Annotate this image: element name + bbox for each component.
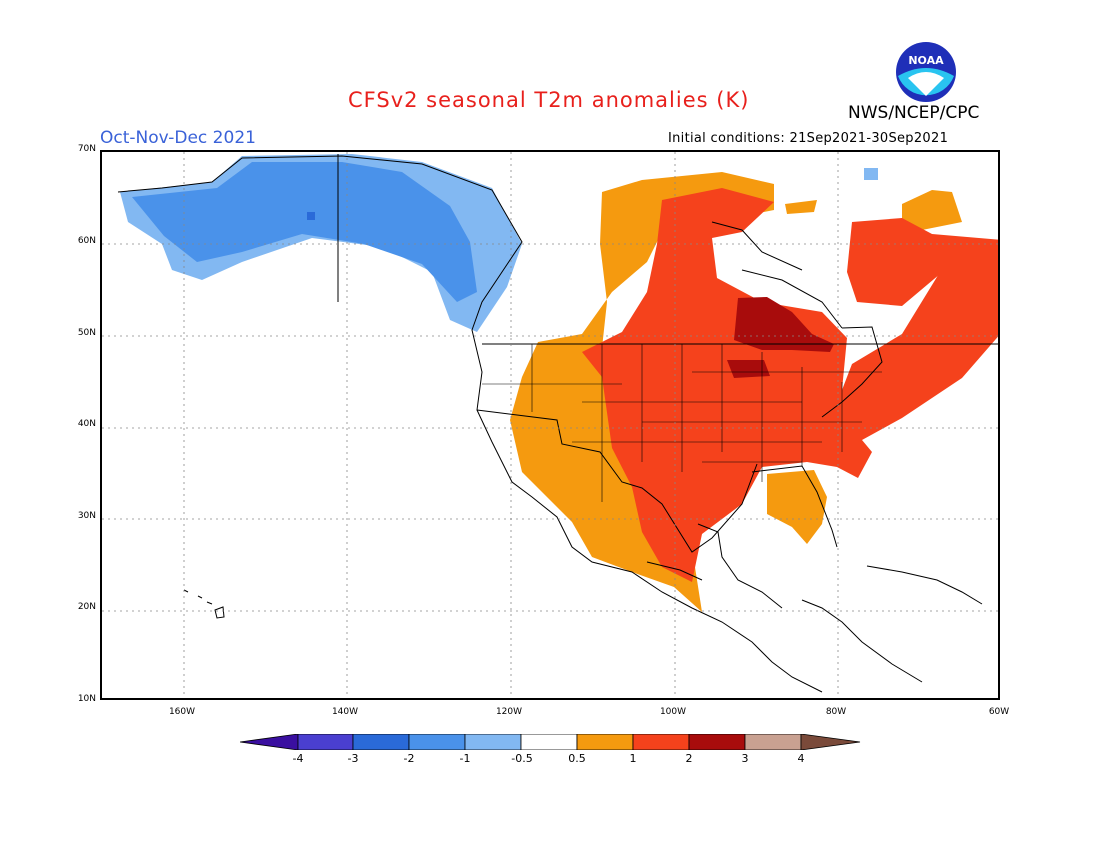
colorbar-label: -2	[403, 752, 415, 765]
agency-label: NWS/NCEP/CPC	[848, 103, 980, 123]
colorbar-label: -0.5	[511, 752, 533, 765]
colorbar-segment	[240, 734, 299, 750]
map-canvas	[102, 152, 998, 698]
colorbar-segment	[632, 734, 690, 750]
lat-label-30n: 30N	[77, 511, 96, 521]
colorbar-label: -1	[459, 752, 471, 765]
colorbar-label: 3	[741, 752, 749, 765]
lon-label-80w: 80W	[825, 707, 847, 717]
lat-label-10n: 10N	[77, 694, 96, 704]
colorbar-segment	[576, 734, 634, 750]
colorbar-segment	[688, 734, 746, 750]
anomaly-map	[100, 150, 1000, 700]
noaa-logo-icon: NOAA	[896, 42, 956, 102]
warm-anomaly-orange	[510, 172, 962, 612]
graticule	[102, 152, 998, 698]
colorbar-label: -3	[347, 752, 359, 765]
colorbar-segment	[800, 734, 861, 750]
colorbar-segment	[744, 734, 802, 750]
state-borders	[482, 344, 882, 502]
forecast-period: Oct-Nov-Dec 2021	[100, 128, 256, 148]
lon-label-160w: 160W	[168, 707, 196, 717]
lat-label-60n: 60N	[77, 236, 96, 246]
lon-label-140w: 140W	[331, 707, 359, 717]
hawaii-islands	[183, 589, 225, 619]
hot-anomaly-darkred	[727, 297, 834, 378]
lat-label-40n: 40N	[77, 419, 96, 429]
colorbar-label: 2	[685, 752, 693, 765]
warm-anomaly-red	[582, 188, 998, 582]
colorbar-segment	[520, 734, 578, 750]
colorbar-label: 1	[629, 752, 637, 765]
colorbar-segment	[297, 734, 354, 750]
lat-label-20n: 20N	[77, 602, 96, 612]
colorbar-segment	[464, 734, 522, 750]
colorbar	[240, 734, 861, 750]
lon-label-60w: 60W	[988, 707, 1010, 717]
cold-anomaly-region	[120, 154, 878, 332]
colorbar-label: -4	[292, 752, 304, 765]
lat-label-70n: 70N	[77, 144, 96, 154]
lon-label-120w: 120W	[495, 707, 523, 717]
colorbar-label: 0.5	[568, 752, 586, 765]
initial-conditions: Initial conditions: 21Sep2021-30Sep2021	[668, 131, 949, 146]
colorbar-segment	[352, 734, 410, 750]
lat-label-50n: 50N	[77, 328, 96, 338]
lon-label-100w: 100W	[659, 707, 687, 717]
colorbar-segment	[408, 734, 466, 750]
logo-text: NOAA	[908, 54, 944, 67]
map-title: CFSv2 seasonal T2m anomalies (K)	[348, 88, 750, 112]
coastlines	[117, 154, 998, 693]
colorbar-label: 4	[797, 752, 805, 765]
